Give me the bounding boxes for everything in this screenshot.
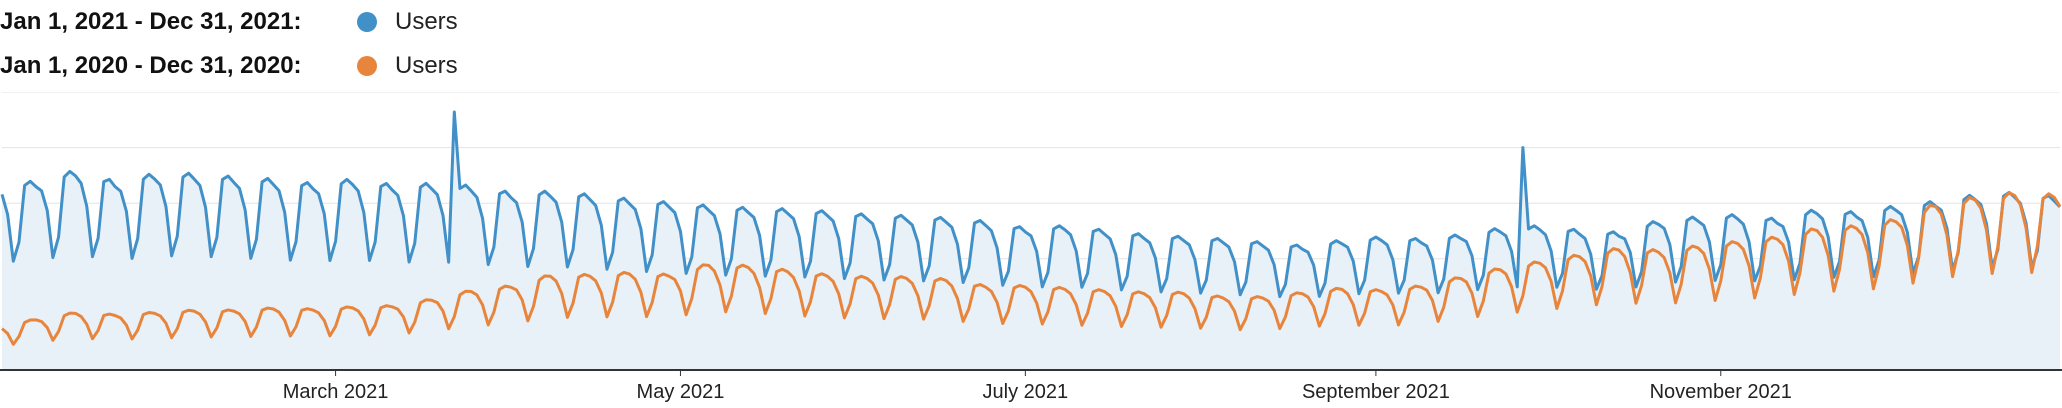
x-tick-label: November 2021 [1650,381,1792,403]
chart-legend: Jan 1, 2021 - Dec 31, 2021: Users Jan 1,… [0,0,2062,92]
legend-date-range-2020: Jan 1, 2020 - Dec 31, 2020: [0,52,302,79]
legend-entry-2020: Jan 1, 2020 - Dec 31, 2020: Users [0,46,458,86]
legend-marker-dot-2021 [357,12,377,32]
x-tick-label: September 2021 [1302,381,1450,403]
legend-marker-dot-2020 [357,56,377,76]
legend-entry-2021: Jan 1, 2021 - Dec 31, 2021: Users [0,2,458,42]
series-line-2021-users [0,110,2062,299]
area-fill-2021 [2,112,2060,370]
x-tick-label: May 2021 [637,381,725,403]
legend-metric-2020: Users [395,52,458,79]
legend-date-range-2021: Jan 1, 2021 - Dec 31, 2021: [0,8,302,35]
x-tick-label: March 2021 [283,381,389,403]
legend-metric-2021: Users [395,8,458,35]
x-tick-label: July 2021 [983,381,1069,403]
line-chart[interactable]: March 2021 May 2021 July 2021 September 202… [0,92,2062,408]
series-line-2020-users [1,191,2062,346]
